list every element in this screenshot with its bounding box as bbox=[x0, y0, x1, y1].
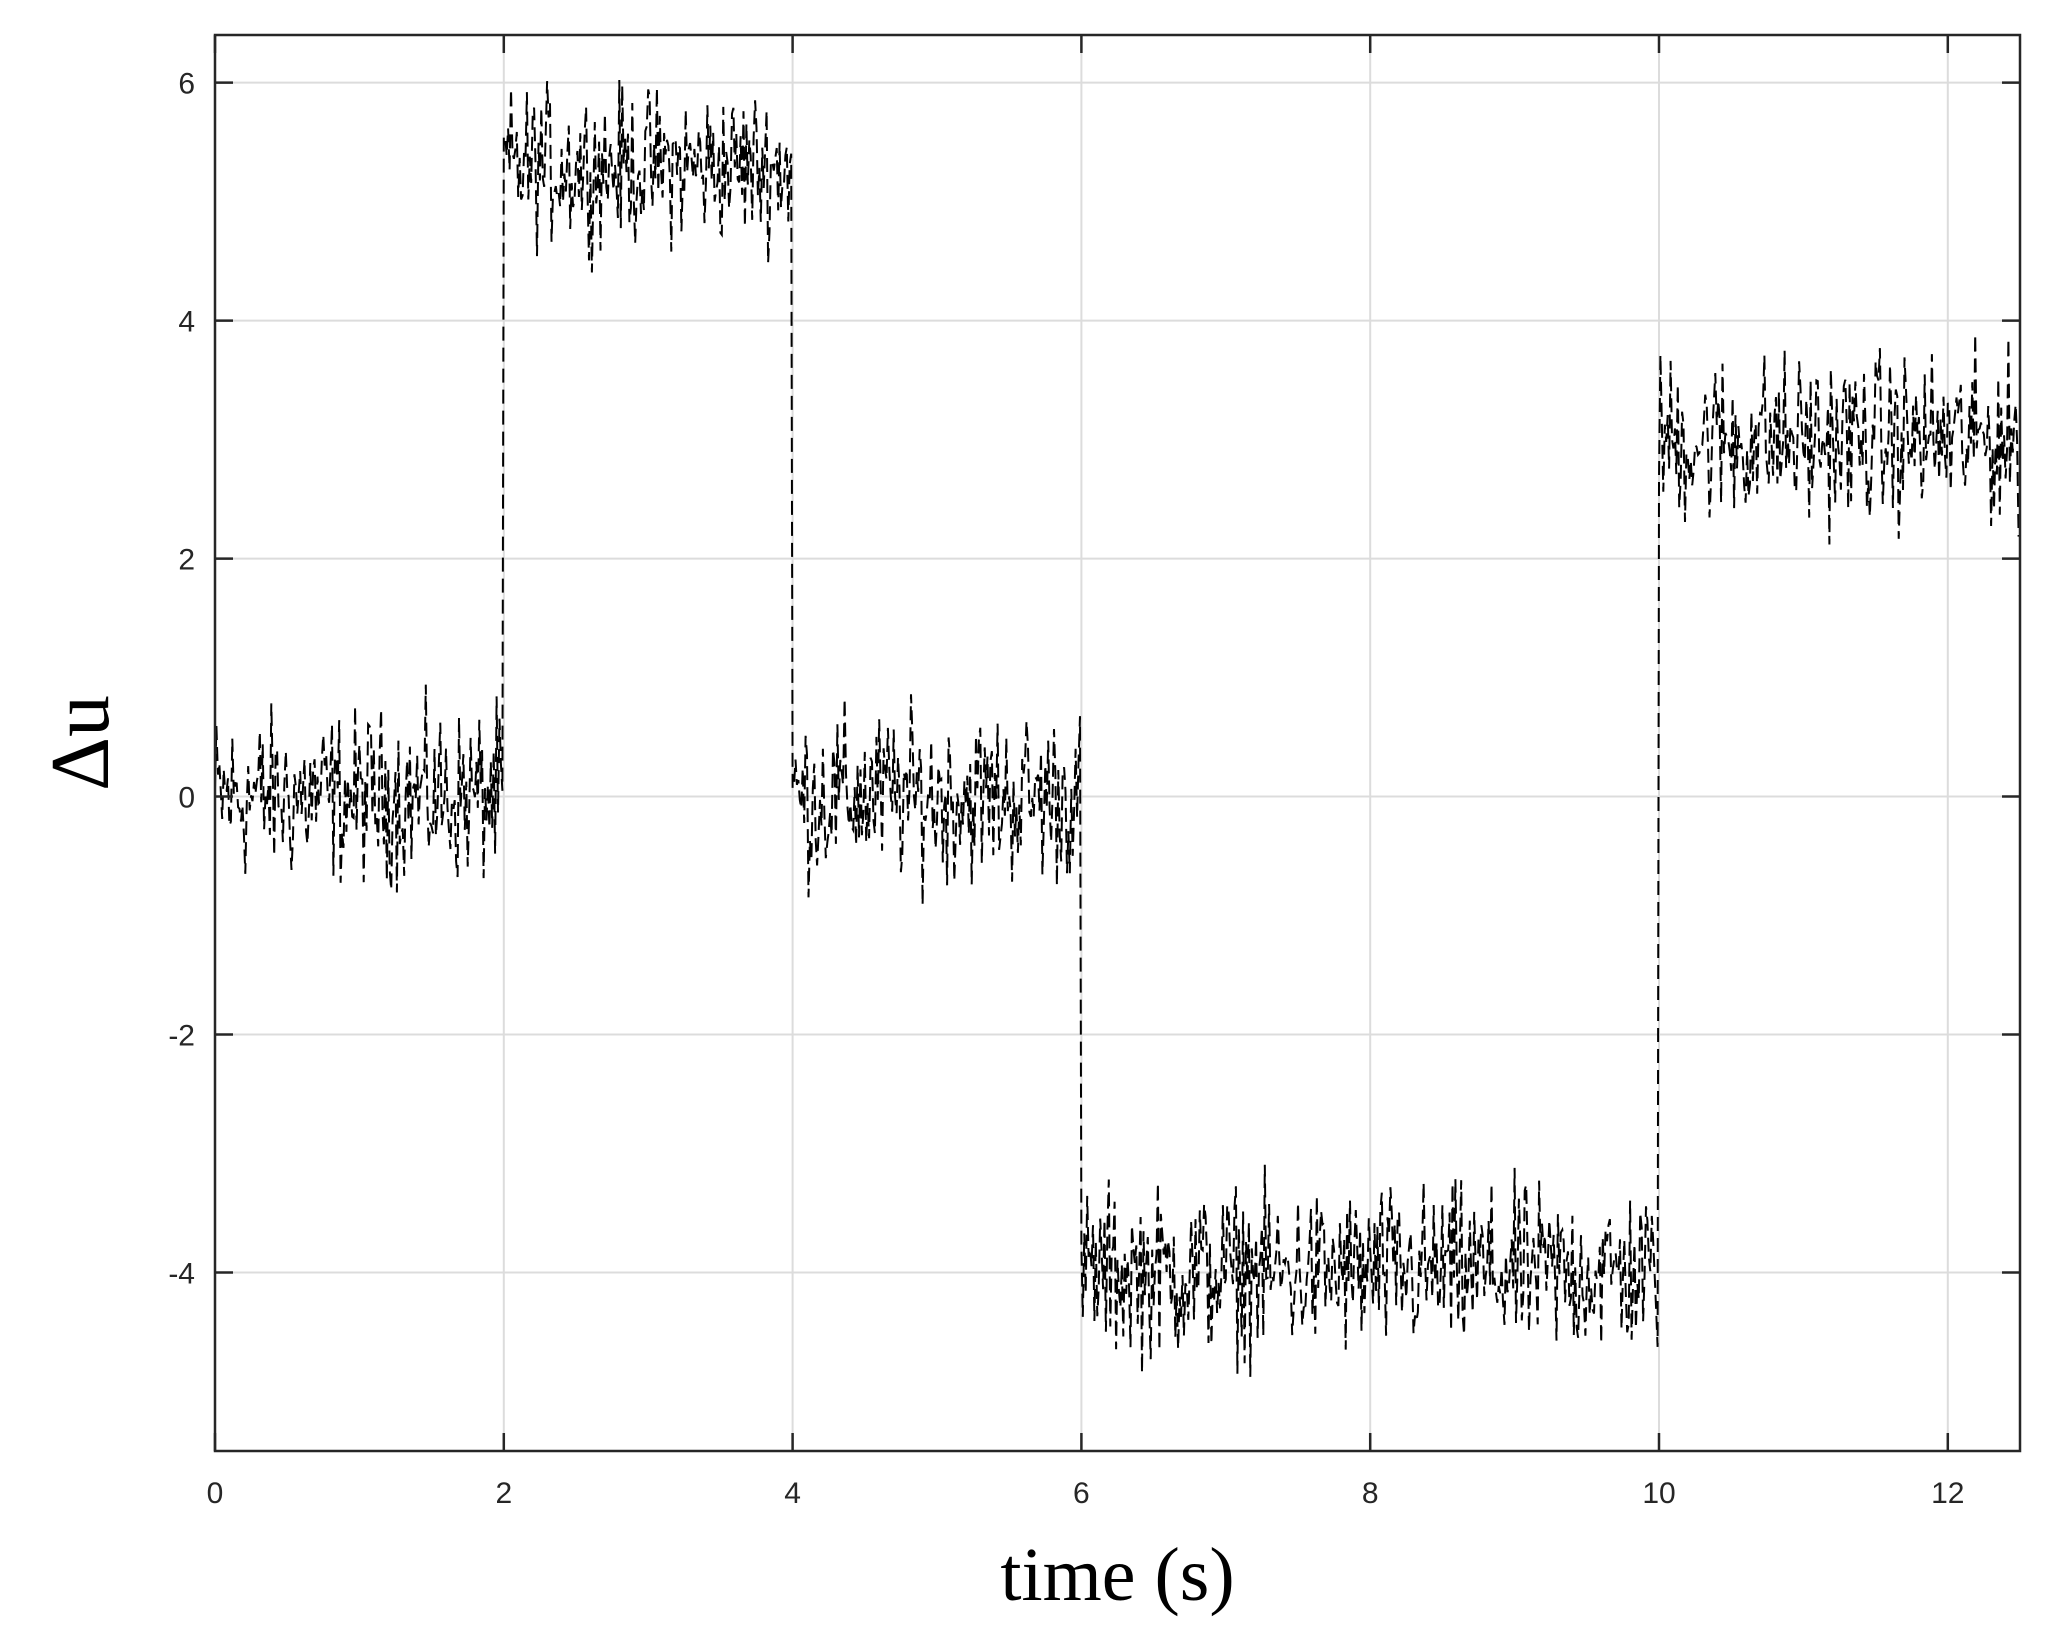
y-tick-label: 2 bbox=[178, 544, 195, 577]
y-axis-label: Δu bbox=[34, 695, 127, 791]
grid bbox=[214, 35, 2020, 1451]
axes-box bbox=[213, 33, 2022, 1453]
y-tick-label: 4 bbox=[178, 306, 195, 339]
x-axis-label: time (s) bbox=[1000, 1533, 1234, 1617]
y-tick-label: 6 bbox=[178, 68, 195, 101]
ticks: 0 2 4 6 8 10 12 -4 -2 0 2 4 6 bbox=[168, 35, 2020, 1510]
plot-area bbox=[214, 79, 2020, 1377]
axes bbox=[213, 33, 2022, 1453]
series-line bbox=[214, 79, 2020, 1377]
x-tick-label: 2 bbox=[495, 1477, 512, 1510]
x-tick-label: 10 bbox=[1642, 1477, 1675, 1510]
x-tick-label: 0 bbox=[207, 1477, 224, 1510]
y-tick-label: -4 bbox=[168, 1258, 195, 1291]
x-tick-label: 8 bbox=[1362, 1477, 1379, 1510]
y-tick-label: -2 bbox=[168, 1020, 195, 1053]
y-tick-label: 0 bbox=[178, 782, 195, 815]
x-tick-label: 6 bbox=[1073, 1477, 1090, 1510]
x-tick-label: 4 bbox=[784, 1477, 801, 1510]
x-tick-label: 12 bbox=[1931, 1477, 1964, 1510]
